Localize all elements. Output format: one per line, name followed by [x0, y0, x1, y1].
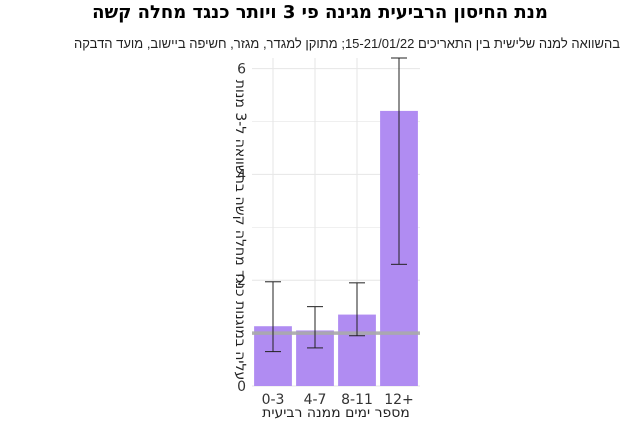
error-bar-layer: [265, 57, 407, 353]
y-tick-label: 4: [237, 167, 246, 183]
error-bar-4-7: [307, 306, 323, 349]
chart-title: מנת החיסון הרביעית מגינה פי 3 ויותר כנגד…: [92, 2, 548, 23]
x-tick-label: 12+: [384, 392, 414, 408]
chart-subtitle: בהשוואה למנה שלישית בין התאריכים 15-21/0…: [74, 36, 620, 51]
error-bar-12+: [391, 57, 407, 265]
y-axis-label: עליה במוגנות כנגד מחלה קשה בהשוואה ל-3 מ…: [232, 80, 248, 381]
x-axis-label: מספר ימים ממנה רביעית: [262, 405, 410, 421]
x-tick-label: 0-3: [262, 392, 285, 408]
tick-layer: 0 2 4 6 0-3 4-7 8-11 12+: [237, 62, 414, 408]
y-tick-label: 2: [237, 273, 246, 289]
error-bar-8-11: [349, 282, 365, 337]
x-tick-label: 4-7: [304, 392, 327, 408]
y-tick-label: 0: [237, 379, 246, 395]
x-tick-label: 8-11: [341, 392, 373, 408]
y-tick-label: 6: [237, 62, 246, 78]
error-bar-0-3: [265, 281, 281, 353]
